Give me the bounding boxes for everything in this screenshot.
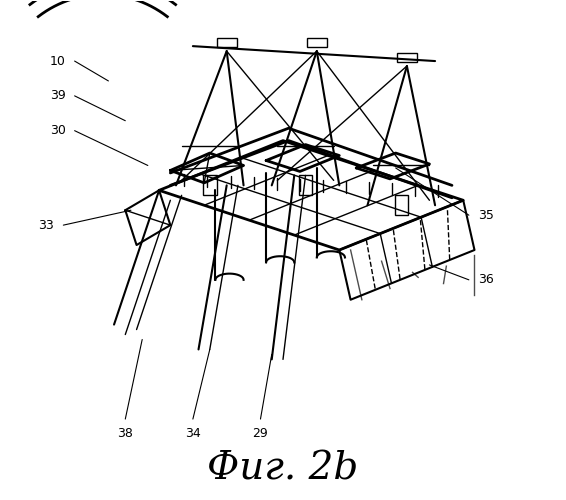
Text: 30: 30	[50, 124, 66, 137]
Text: 29: 29	[252, 428, 268, 440]
Text: 33: 33	[38, 218, 54, 232]
Text: 35: 35	[478, 208, 494, 222]
Text: 38: 38	[117, 428, 133, 440]
Text: 39: 39	[50, 90, 66, 102]
Text: 34: 34	[185, 428, 201, 440]
Text: Фиг. 2b: Фиг. 2b	[207, 450, 359, 488]
Text: 36: 36	[478, 274, 494, 286]
Text: 10: 10	[50, 54, 66, 68]
